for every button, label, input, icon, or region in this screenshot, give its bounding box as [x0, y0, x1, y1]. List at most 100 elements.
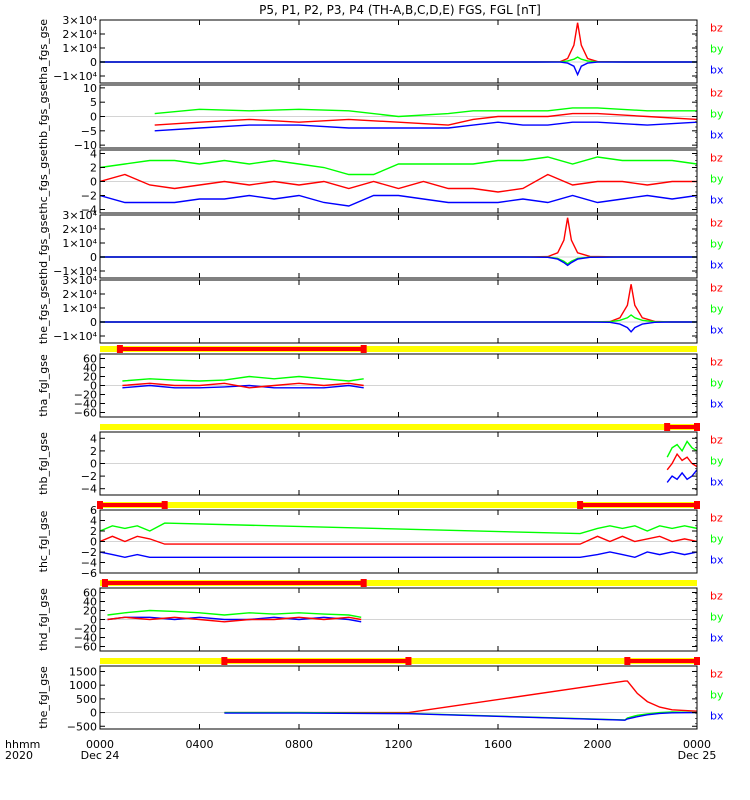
- legend-bx-thb_fgs: bx: [710, 129, 724, 142]
- series-group-tha_fgl: [122, 375, 364, 389]
- y-axis-label-thb_fgl: thb_fgl_gse: [37, 432, 50, 495]
- y-tick-label-thb_fgl: 0: [90, 458, 97, 471]
- series-line-thb_fgs-bx: [154, 121, 697, 132]
- availability-start-marker: [624, 657, 631, 665]
- series-line-tha_fgl-by: [122, 375, 364, 382]
- availability-start-marker: [97, 501, 103, 509]
- series-line-thb_fgs-bz: [154, 112, 697, 126]
- availability-end-marker: [694, 423, 700, 431]
- series-line-the_fgs-bz: [100, 284, 697, 323]
- y-tick-label-the_fgs: 3×10⁴: [62, 274, 97, 287]
- legend-bz-thc_fgs: bz: [710, 152, 723, 165]
- availability-end-marker: [360, 345, 367, 353]
- series-line-tha_fgs-bz: [100, 22, 697, 63]
- availability-bar-tha_fgl: [100, 346, 697, 352]
- legend-bx-thd_fgl: bx: [710, 632, 724, 645]
- legend-bx-tha_fgs: bx: [710, 64, 724, 77]
- y-tick-label-thc_fgl: −6: [81, 567, 97, 580]
- series-group-thc_fgl: [100, 522, 697, 559]
- y-tick-label-thd_fgs: 3×10⁴: [62, 209, 97, 222]
- y-tick-label-the_fgl: 1500: [69, 665, 97, 678]
- y-tick-label-thc_fgs: 0: [90, 176, 97, 189]
- series-line-tha_fgs-by: [100, 56, 697, 63]
- series-line-thd_fgs-bz: [100, 217, 697, 258]
- y-tick-label-the_fgl: 1000: [69, 679, 97, 692]
- series-line-tha_fgs-bx: [100, 61, 697, 77]
- y-tick-label-tha_fgl: −20: [74, 389, 97, 402]
- chart-title: P5, P1, P2, P3, P4 (TH-A,B,C,D,E) FGS, F…: [259, 3, 541, 17]
- y-tick-label-thc_fgl: 0: [90, 536, 97, 549]
- series-group-thd_fgl: [107, 609, 362, 623]
- y-tick-label-tha_fgs: 0: [90, 56, 97, 69]
- legend-bx-thc_fgl: bx: [710, 554, 724, 567]
- x-tick-label: 0000: [683, 738, 711, 751]
- availability-end-marker: [405, 657, 412, 665]
- availability-end-marker: [694, 657, 700, 665]
- availability-end-marker: [161, 501, 168, 509]
- series-line-thd_fgl-by: [107, 609, 362, 618]
- legend-bz-thb_fgs: bz: [710, 87, 723, 100]
- legend-by-thc_fgl: by: [710, 533, 724, 546]
- series-line-thd_fgl-bz: [107, 616, 362, 623]
- series-line-thb_fgl-by: [666, 440, 697, 458]
- y-axis-label-tha_fgs: tha_fgs_gse: [37, 19, 50, 84]
- y-tick-label-tha_fgs: 3×10⁴: [62, 14, 97, 27]
- y-tick-label-thb_fgs: −10: [74, 139, 97, 152]
- series-line-thb_fgs-by: [154, 107, 697, 118]
- y-tick-label-the_fgl: 500: [76, 693, 97, 706]
- availability-segment-the_fgl-1: [627, 659, 697, 663]
- y-tick-label-thd_fgl: 20: [83, 605, 97, 618]
- series-line-thd_fgs-by: [100, 256, 697, 265]
- x-axis-label-year: 2020: [5, 749, 33, 762]
- y-tick-label-thc_fgl: −4: [81, 557, 97, 570]
- legend-by-thb_fgs: by: [710, 108, 724, 121]
- y-tick-label-thc_fgl: 2: [90, 525, 97, 538]
- y-tick-label-tha_fgl: −60: [74, 407, 97, 420]
- series-line-the_fgs-bx: [100, 321, 697, 333]
- y-tick-label-thd_fgl: 40: [83, 596, 97, 609]
- availability-start-marker: [221, 657, 228, 665]
- series-line-the_fgl-bz: [224, 680, 697, 714]
- y-tick-label-the_fgl: −500: [67, 720, 97, 733]
- y-tick-label-the_fgs: 1×10⁴: [62, 302, 97, 315]
- x-axis-label-hhmm: hhmm: [5, 738, 40, 751]
- y-tick-label-thb_fgl: 2: [90, 445, 97, 458]
- y-tick-label-thb_fgl: −4: [81, 483, 97, 496]
- y-tick-label-thb_fgl: −2: [81, 470, 97, 483]
- series-line-thc_fgl-bx: [100, 551, 697, 559]
- availability-bar-thb_fgl: [100, 424, 697, 430]
- y-tick-label-thd_fgs: 1×10⁴: [62, 237, 97, 250]
- series-line-tha_fgl-bz: [122, 382, 364, 389]
- series-line-thc_fgs-bz: [100, 173, 697, 193]
- legend-bx-thb_fgl: bx: [710, 476, 724, 489]
- x-axis-date-start: Dec 24: [81, 749, 120, 762]
- series-group-tha_fgs: [100, 22, 697, 77]
- availability-bar-thd_fgl: [100, 580, 697, 586]
- availability-start-marker: [577, 501, 584, 509]
- y-tick-label-tha_fgs: 1×10⁴: [62, 42, 97, 55]
- series-line-tha_fgl-bx: [122, 384, 364, 389]
- series-group-thc_fgs: [100, 156, 697, 207]
- series-line-thc_fgs-by: [100, 156, 697, 176]
- y-tick-label-tha_fgl: 0: [90, 380, 97, 393]
- y-tick-label-thb_fgs: 10: [83, 82, 97, 95]
- x-axis-date-end: Dec 25: [678, 749, 717, 762]
- panel-thb_fgs: 105 0−5−10 thb_fgs_gse bz by bx: [37, 82, 724, 152]
- availability-start-marker: [101, 579, 108, 587]
- plot-frame-the_fgs: [99, 279, 698, 344]
- legend-by-thb_fgl: by: [710, 455, 724, 468]
- availability-bar-thc_fgl: [100, 502, 697, 508]
- legend-by-thd_fgs: by: [710, 238, 724, 251]
- legend-bx-the_fgl: bx: [710, 710, 724, 723]
- y-axis-label-tha_fgl: tha_fgl_gse: [37, 354, 50, 417]
- y-tick-label-thb_fgs: 0: [90, 111, 97, 124]
- legend-bz-tha_fgl: bz: [710, 356, 723, 369]
- availability-segment-the_fgl-0: [224, 659, 409, 663]
- y-tick-label-thd_fgl: −20: [74, 623, 97, 636]
